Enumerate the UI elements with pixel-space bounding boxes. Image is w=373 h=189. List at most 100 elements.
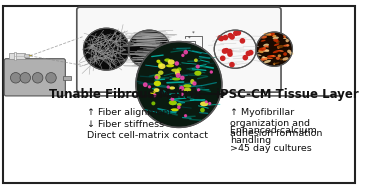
Circle shape (228, 50, 232, 54)
Circle shape (228, 52, 232, 56)
Text: *: * (192, 31, 195, 36)
Text: [Photoinitator]: [Photoinitator] (185, 75, 213, 79)
Circle shape (184, 51, 187, 54)
Text: ↑ Fiber alignment: ↑ Fiber alignment (87, 108, 172, 117)
Circle shape (181, 76, 184, 80)
Ellipse shape (276, 57, 280, 60)
Circle shape (246, 51, 250, 56)
Bar (195, 60, 200, 72)
Circle shape (221, 56, 225, 60)
FancyBboxPatch shape (3, 6, 355, 183)
Bar (29, 55, 32, 56)
Ellipse shape (261, 56, 265, 60)
Circle shape (230, 63, 234, 67)
Bar (24, 54, 29, 57)
FancyBboxPatch shape (4, 59, 65, 96)
Ellipse shape (263, 57, 267, 59)
Ellipse shape (214, 30, 256, 68)
FancyBboxPatch shape (9, 53, 25, 59)
Circle shape (20, 73, 31, 83)
Ellipse shape (171, 69, 179, 72)
Circle shape (185, 115, 186, 117)
Ellipse shape (260, 58, 267, 61)
Bar (63, 76, 71, 80)
Ellipse shape (264, 33, 271, 36)
Text: iPSC-CM Tissue Layer: iPSC-CM Tissue Layer (216, 88, 359, 101)
Circle shape (210, 71, 212, 73)
Ellipse shape (283, 35, 286, 38)
Ellipse shape (158, 70, 163, 75)
Circle shape (148, 86, 150, 88)
Ellipse shape (256, 32, 292, 66)
Ellipse shape (194, 59, 198, 62)
Ellipse shape (289, 52, 294, 55)
Circle shape (224, 49, 229, 53)
Text: Tunable Fibrous Matrix: Tunable Fibrous Matrix (49, 88, 202, 101)
Ellipse shape (273, 63, 275, 65)
Ellipse shape (169, 86, 175, 90)
Text: ↑ Myofibrillar
organization and
adhesion formation: ↑ Myofibrillar organization and adhesion… (231, 108, 323, 138)
Ellipse shape (183, 84, 191, 88)
Ellipse shape (169, 100, 177, 105)
Ellipse shape (260, 36, 267, 39)
Ellipse shape (283, 52, 287, 56)
Bar (14, 52, 16, 60)
Ellipse shape (154, 74, 161, 80)
Ellipse shape (194, 71, 201, 76)
Circle shape (222, 49, 227, 53)
Bar (189, 53, 194, 72)
Ellipse shape (154, 81, 161, 86)
Ellipse shape (259, 47, 266, 51)
Ellipse shape (273, 37, 279, 39)
Text: *: * (188, 36, 191, 41)
Circle shape (167, 86, 169, 88)
Ellipse shape (264, 60, 271, 63)
Ellipse shape (263, 49, 269, 52)
Text: >45 day cultures: >45 day cultures (231, 144, 312, 153)
Circle shape (175, 62, 178, 65)
Ellipse shape (270, 55, 276, 57)
Text: Enhanced calcium
handling: Enhanced calcium handling (231, 125, 317, 145)
Circle shape (243, 56, 247, 60)
Circle shape (153, 94, 156, 97)
Circle shape (193, 82, 196, 85)
Circle shape (182, 54, 184, 56)
Circle shape (32, 73, 43, 83)
Ellipse shape (276, 41, 280, 43)
Circle shape (240, 39, 245, 43)
Ellipse shape (266, 57, 273, 59)
Text: E'
(kPa): E' (kPa) (168, 54, 178, 63)
Ellipse shape (172, 77, 181, 81)
Ellipse shape (277, 45, 283, 48)
Ellipse shape (273, 33, 275, 35)
Ellipse shape (287, 50, 291, 53)
Ellipse shape (272, 55, 275, 57)
Ellipse shape (283, 44, 289, 47)
Ellipse shape (286, 44, 289, 46)
Ellipse shape (264, 45, 269, 48)
Bar (183, 45, 188, 72)
Circle shape (136, 42, 222, 127)
Circle shape (223, 36, 228, 40)
Ellipse shape (84, 28, 129, 70)
Ellipse shape (183, 88, 191, 92)
Circle shape (228, 33, 232, 38)
Ellipse shape (271, 55, 274, 57)
Ellipse shape (263, 57, 266, 59)
Ellipse shape (278, 54, 281, 57)
Ellipse shape (258, 50, 264, 53)
Ellipse shape (158, 64, 166, 69)
Ellipse shape (282, 57, 289, 61)
Ellipse shape (151, 101, 156, 105)
Ellipse shape (278, 50, 284, 52)
Ellipse shape (283, 38, 287, 39)
Ellipse shape (154, 88, 160, 92)
Ellipse shape (269, 33, 275, 36)
Ellipse shape (273, 63, 280, 64)
Circle shape (236, 31, 241, 35)
Ellipse shape (284, 60, 286, 61)
Ellipse shape (177, 67, 181, 71)
Ellipse shape (267, 55, 273, 58)
Ellipse shape (190, 79, 194, 84)
Ellipse shape (170, 108, 179, 111)
